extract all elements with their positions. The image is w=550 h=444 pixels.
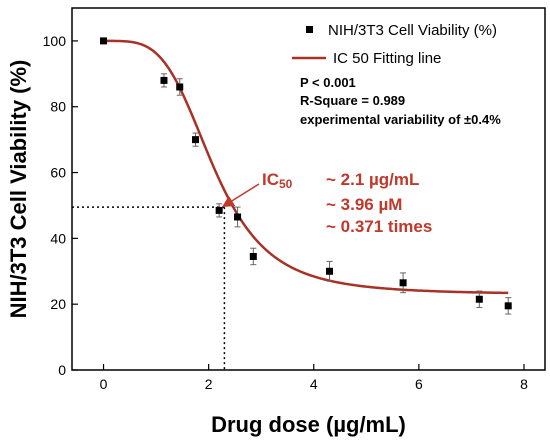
ic50-prefix-sub: 50 <box>279 177 293 191</box>
fit-curve-line <box>103 39 509 295</box>
data-point <box>160 73 168 88</box>
point-marker <box>215 206 223 214</box>
x-tick-label: 4 <box>310 376 318 392</box>
ic50-prefix: IC50 <box>262 170 293 191</box>
ic50-guide-lines <box>72 206 226 370</box>
point-marker <box>504 302 512 310</box>
point-marker <box>176 83 184 91</box>
point-marker <box>475 295 483 303</box>
y-tick-label: 40 <box>50 230 66 246</box>
legend-marker-points <box>306 26 313 33</box>
y-tick-label: 100 <box>43 33 67 49</box>
y-tick-label: 80 <box>50 99 66 115</box>
legend-label-fit: IC 50 Fitting line <box>333 50 441 67</box>
x-tick-label: 0 <box>100 376 108 392</box>
x-tick-label: 2 <box>205 376 213 392</box>
data-points <box>100 37 512 315</box>
data-point <box>192 132 200 147</box>
stat-variability: experimental variability of ±0.4% <box>300 112 501 127</box>
x-tick-label: 6 <box>415 376 423 392</box>
data-point <box>399 272 407 294</box>
x-axis-title: Drug dose (µg/mL) <box>211 412 406 437</box>
x-axis: 0 2 4 6 8 <box>100 364 528 392</box>
stat-p-value: P < 0.001 <box>300 75 356 90</box>
point-marker <box>234 213 242 221</box>
point-marker <box>100 37 108 45</box>
plot-frame <box>71 7 546 371</box>
ic50-prefix-main: IC <box>262 170 279 189</box>
y-tick-label: 0 <box>58 362 66 378</box>
y-tick-label: 20 <box>50 296 66 312</box>
ic50-annotation: IC50 ~ 2.1 µg/mL ~ 3.96 µM ~ 0.371 times <box>221 170 432 236</box>
data-point <box>176 78 184 96</box>
ic50-arrow <box>221 183 260 208</box>
data-point <box>234 206 242 228</box>
data-point <box>504 297 512 315</box>
statistics-box: P < 0.001 R-Square = 0.989 experimental … <box>300 75 501 127</box>
y-axis-title: NIH/3T3 Cell Viability (%) <box>6 60 31 319</box>
ic50-value-times: ~ 0.371 times <box>326 217 432 236</box>
point-marker <box>160 76 168 84</box>
fit-curve <box>103 39 509 295</box>
point-marker <box>249 252 257 260</box>
data-point <box>249 247 257 266</box>
point-marker <box>192 136 200 144</box>
point-marker <box>326 267 334 275</box>
legend: NIH/3T3 Cell Viability (%) IC 50 Fitting… <box>292 22 497 67</box>
ic50-value-um: ~ 3.96 µM <box>326 195 402 214</box>
data-point <box>326 260 334 282</box>
legend-label-points: NIH/3T3 Cell Viability (%) <box>328 22 497 39</box>
ic50-value-ugml: ~ 2.1 µg/mL <box>326 170 419 189</box>
stat-r-square: R-Square = 0.989 <box>300 93 405 108</box>
data-point <box>100 37 108 45</box>
x-tick-label: 8 <box>520 376 528 392</box>
data-point <box>475 290 483 308</box>
y-axis: 0 20 40 60 80 100 <box>43 33 78 378</box>
y-tick-label: 60 <box>50 165 66 181</box>
data-point <box>215 203 223 218</box>
point-marker <box>399 279 407 287</box>
